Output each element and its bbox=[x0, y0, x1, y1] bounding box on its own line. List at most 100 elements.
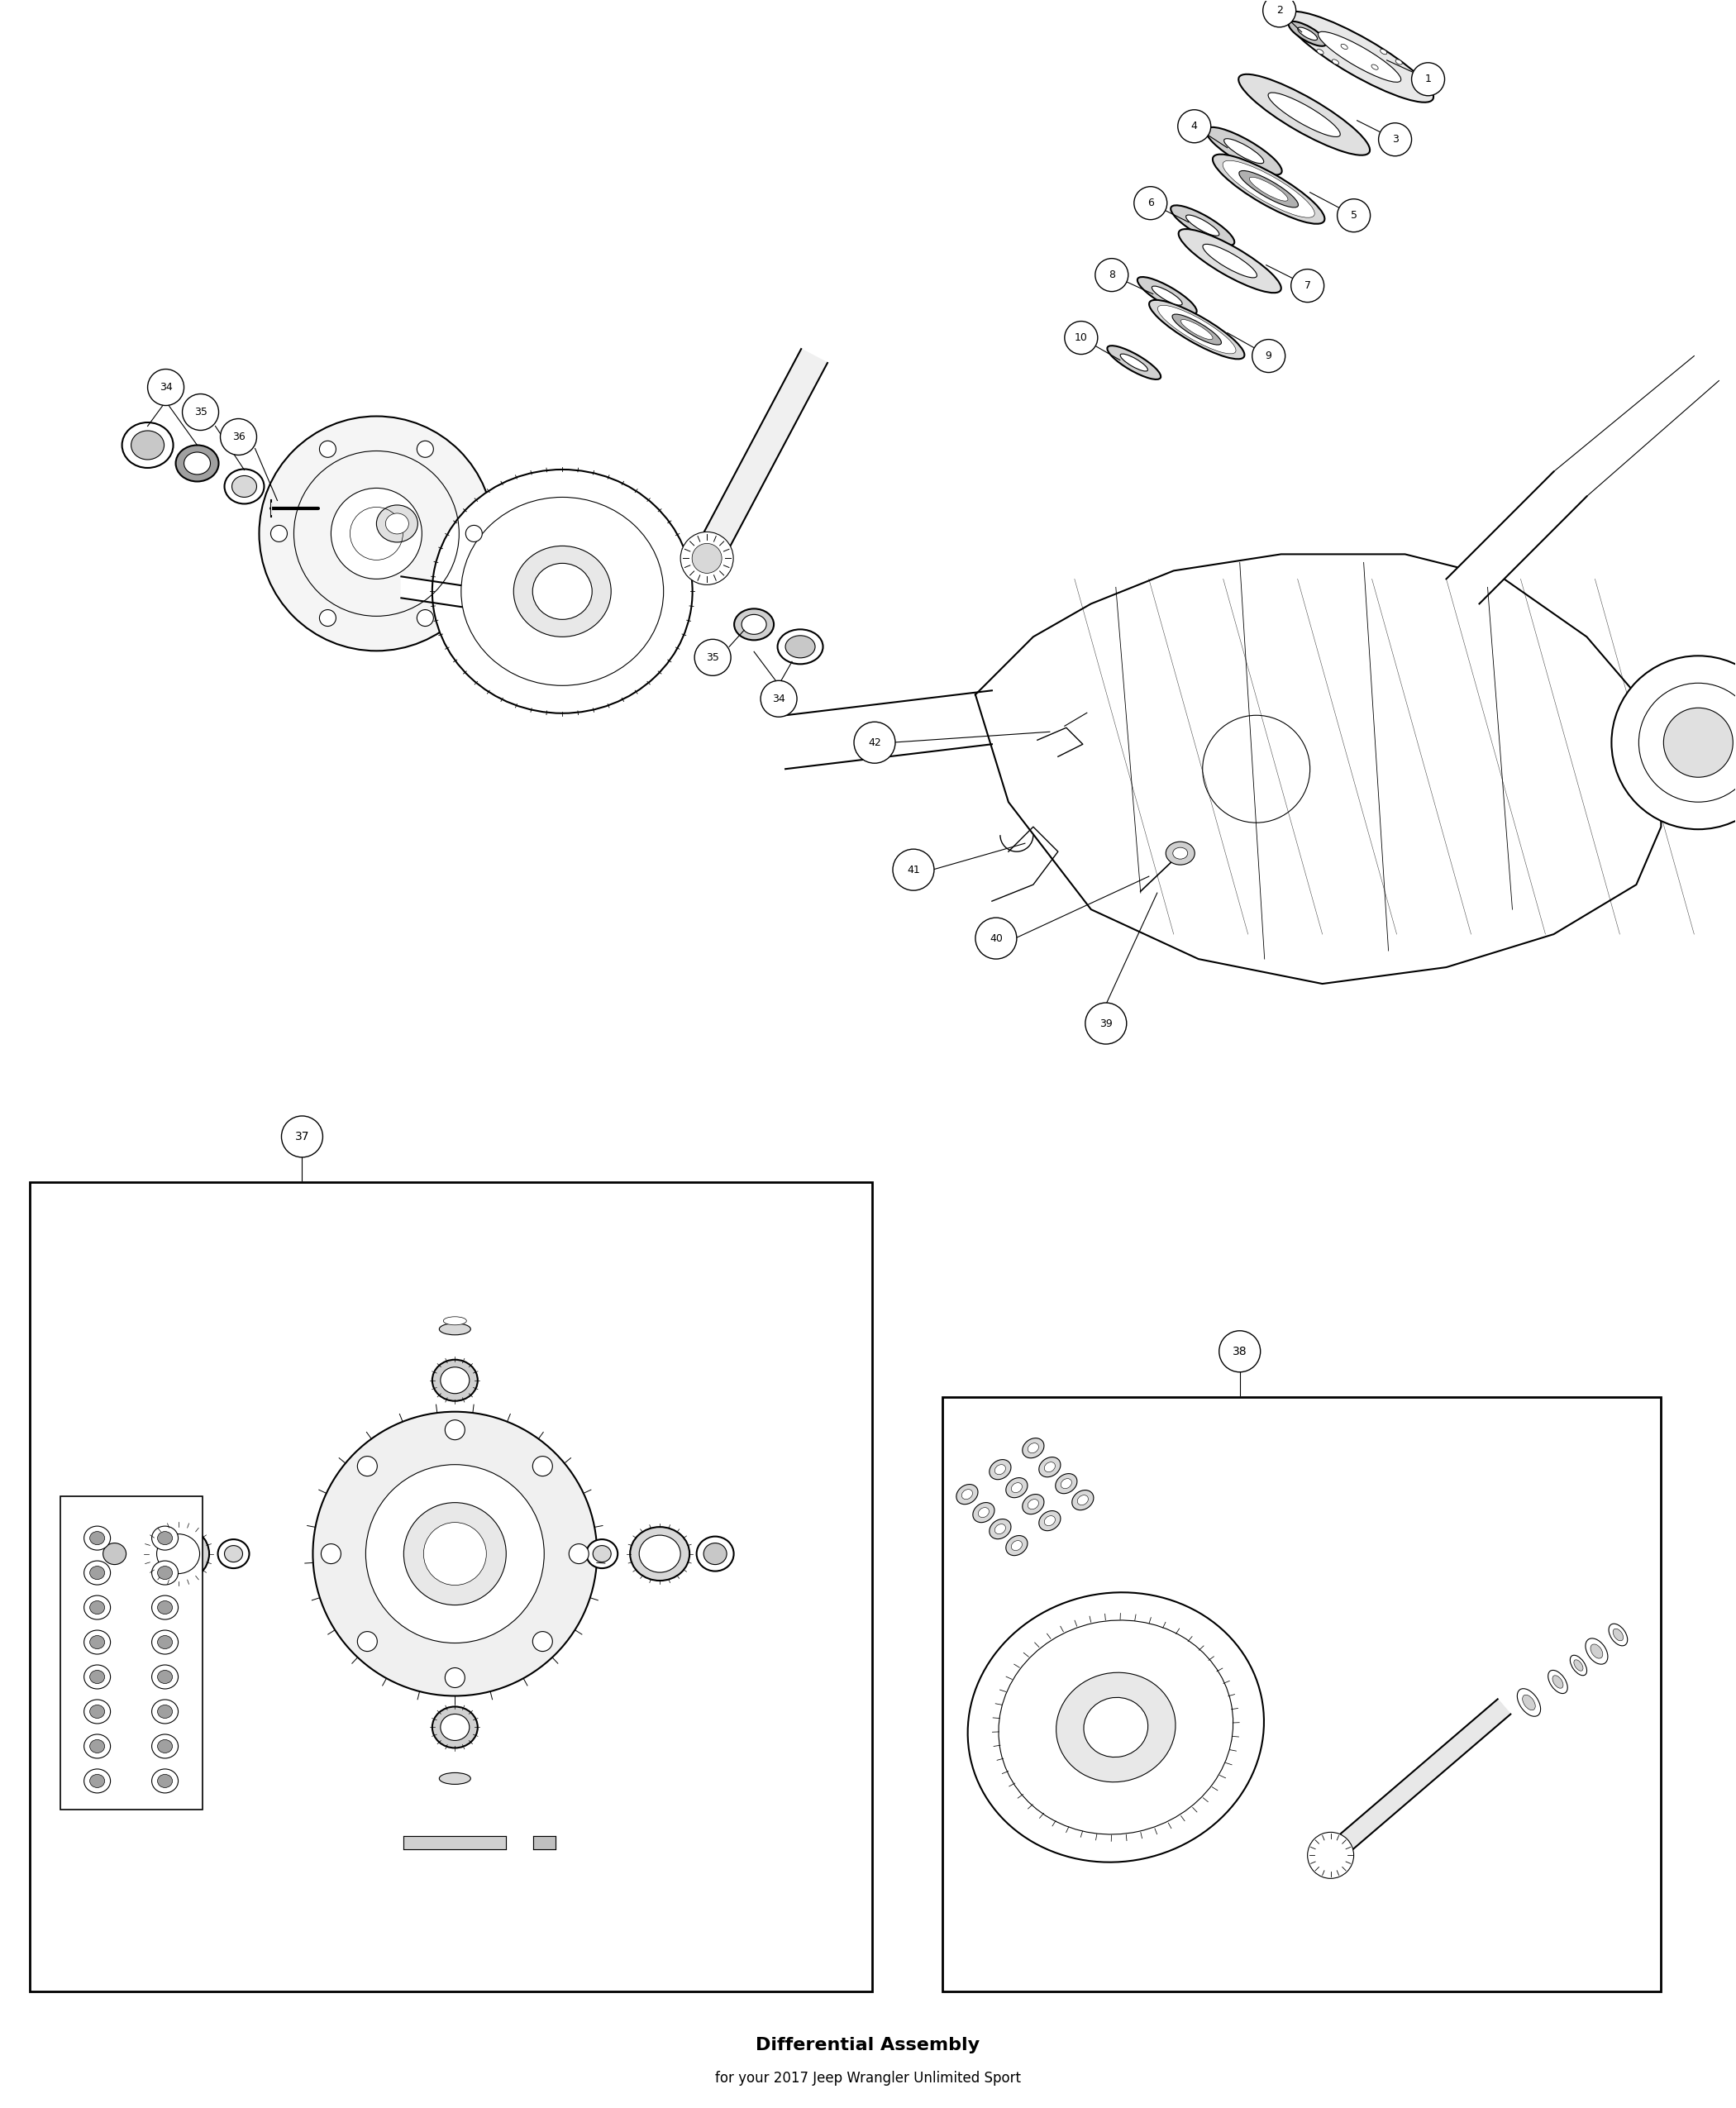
Ellipse shape bbox=[1023, 1495, 1043, 1514]
Ellipse shape bbox=[443, 1318, 467, 1326]
Ellipse shape bbox=[439, 1773, 470, 1783]
Polygon shape bbox=[694, 350, 828, 565]
Ellipse shape bbox=[967, 1592, 1264, 1861]
Polygon shape bbox=[404, 1836, 507, 1849]
Text: 2: 2 bbox=[1276, 4, 1283, 17]
Ellipse shape bbox=[1371, 65, 1378, 70]
Text: 37: 37 bbox=[295, 1130, 309, 1143]
Ellipse shape bbox=[158, 1566, 172, 1579]
Circle shape bbox=[404, 1503, 507, 1604]
Ellipse shape bbox=[1028, 1499, 1038, 1509]
Bar bbox=[943, 1398, 1661, 1992]
Ellipse shape bbox=[1318, 32, 1401, 82]
Ellipse shape bbox=[175, 445, 219, 481]
Ellipse shape bbox=[1083, 1697, 1147, 1758]
Ellipse shape bbox=[734, 609, 774, 641]
Circle shape bbox=[319, 609, 337, 626]
Text: 34: 34 bbox=[160, 382, 172, 392]
Ellipse shape bbox=[990, 1459, 1010, 1480]
Circle shape bbox=[1095, 259, 1128, 291]
Ellipse shape bbox=[514, 546, 611, 637]
Ellipse shape bbox=[462, 497, 663, 685]
Ellipse shape bbox=[224, 1545, 243, 1562]
Ellipse shape bbox=[95, 1537, 134, 1570]
Ellipse shape bbox=[1005, 1478, 1028, 1497]
Ellipse shape bbox=[151, 1735, 179, 1758]
Circle shape bbox=[694, 639, 731, 677]
Circle shape bbox=[533, 1457, 552, 1476]
Ellipse shape bbox=[1590, 1644, 1602, 1659]
Ellipse shape bbox=[83, 1665, 111, 1689]
Circle shape bbox=[358, 1632, 377, 1651]
Ellipse shape bbox=[1055, 1672, 1175, 1781]
Ellipse shape bbox=[90, 1670, 104, 1684]
Ellipse shape bbox=[630, 1526, 689, 1581]
Ellipse shape bbox=[778, 630, 823, 664]
Circle shape bbox=[854, 721, 896, 763]
Circle shape bbox=[1064, 320, 1097, 354]
Ellipse shape bbox=[1569, 1655, 1587, 1676]
Text: 7: 7 bbox=[1304, 280, 1311, 291]
Ellipse shape bbox=[90, 1533, 104, 1545]
Ellipse shape bbox=[1267, 93, 1340, 137]
Circle shape bbox=[1134, 188, 1167, 219]
Polygon shape bbox=[401, 575, 512, 616]
Ellipse shape bbox=[1045, 1516, 1055, 1526]
Ellipse shape bbox=[1396, 59, 1403, 65]
Text: 4: 4 bbox=[1191, 120, 1198, 131]
Ellipse shape bbox=[1028, 1444, 1038, 1452]
Ellipse shape bbox=[979, 1507, 990, 1518]
Circle shape bbox=[148, 369, 184, 405]
Bar bbox=[30, 1183, 871, 1992]
Ellipse shape bbox=[432, 1360, 477, 1402]
Ellipse shape bbox=[1340, 44, 1347, 48]
Ellipse shape bbox=[962, 1490, 972, 1499]
Ellipse shape bbox=[156, 1535, 200, 1575]
Ellipse shape bbox=[377, 506, 418, 542]
Ellipse shape bbox=[90, 1636, 104, 1648]
Ellipse shape bbox=[1172, 314, 1222, 346]
Ellipse shape bbox=[1613, 1629, 1623, 1640]
Ellipse shape bbox=[533, 563, 592, 620]
Circle shape bbox=[271, 525, 286, 542]
Ellipse shape bbox=[1170, 204, 1234, 245]
Circle shape bbox=[1611, 656, 1736, 828]
Ellipse shape bbox=[995, 1465, 1005, 1473]
Polygon shape bbox=[533, 1836, 556, 1849]
Ellipse shape bbox=[1120, 354, 1147, 371]
Circle shape bbox=[312, 1412, 597, 1697]
Ellipse shape bbox=[594, 1545, 611, 1562]
Ellipse shape bbox=[132, 430, 165, 460]
Ellipse shape bbox=[1012, 1482, 1023, 1492]
Ellipse shape bbox=[639, 1535, 681, 1573]
Ellipse shape bbox=[83, 1629, 111, 1655]
Circle shape bbox=[444, 1667, 465, 1689]
Circle shape bbox=[1085, 1003, 1127, 1043]
Ellipse shape bbox=[1299, 27, 1318, 40]
Ellipse shape bbox=[90, 1739, 104, 1754]
Text: Differential Assembly: Differential Assembly bbox=[755, 2036, 981, 2053]
Ellipse shape bbox=[122, 422, 174, 468]
Text: 34: 34 bbox=[773, 694, 785, 704]
Ellipse shape bbox=[83, 1769, 111, 1794]
Ellipse shape bbox=[703, 1543, 727, 1564]
Ellipse shape bbox=[432, 470, 693, 713]
Ellipse shape bbox=[1179, 230, 1281, 293]
Ellipse shape bbox=[1045, 1463, 1055, 1471]
Ellipse shape bbox=[1517, 1689, 1540, 1716]
Circle shape bbox=[321, 1543, 340, 1564]
Ellipse shape bbox=[158, 1636, 172, 1648]
Ellipse shape bbox=[83, 1526, 111, 1549]
Ellipse shape bbox=[148, 1526, 208, 1581]
Ellipse shape bbox=[439, 1324, 470, 1334]
Ellipse shape bbox=[1609, 1623, 1627, 1646]
Text: for your 2017 Jeep Wrangler Unlimited Sport: for your 2017 Jeep Wrangler Unlimited Sp… bbox=[715, 2070, 1021, 2085]
Circle shape bbox=[1262, 0, 1297, 27]
Ellipse shape bbox=[1071, 1490, 1094, 1509]
Polygon shape bbox=[976, 554, 1661, 984]
Text: 42: 42 bbox=[868, 738, 882, 748]
Text: 38: 38 bbox=[1233, 1345, 1246, 1358]
Ellipse shape bbox=[1240, 171, 1299, 207]
Circle shape bbox=[465, 525, 483, 542]
Circle shape bbox=[444, 1421, 465, 1440]
